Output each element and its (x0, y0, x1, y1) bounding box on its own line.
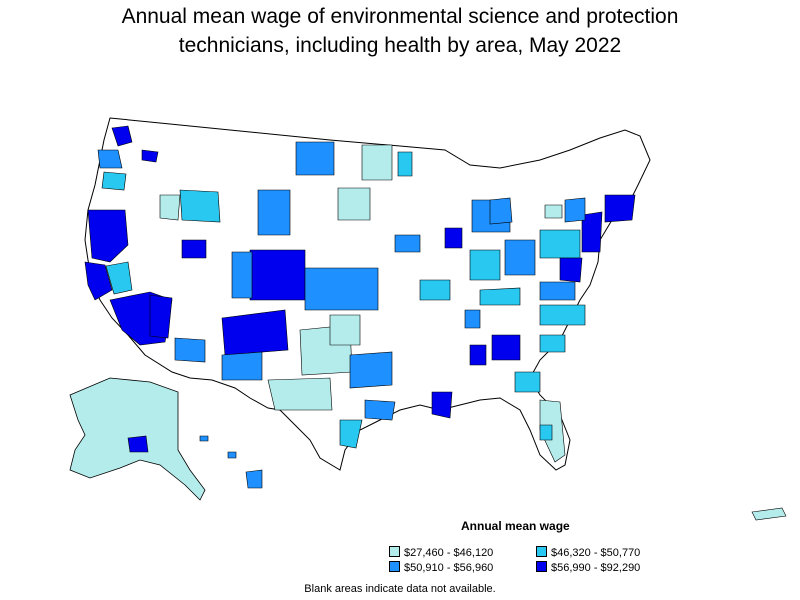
wage-regions (84, 125, 636, 463)
legend-item-3: $50,910 - $56,960 (389, 561, 493, 575)
region-spokane (141, 149, 159, 163)
region-georgia (514, 371, 541, 393)
region-michigan (489, 197, 513, 225)
region-ca-central (105, 261, 133, 295)
region-dc-md (559, 257, 583, 283)
region-nm-south (221, 351, 263, 381)
region-nd (361, 144, 393, 181)
title-line-1: Annual mean wage of environmental scienc… (121, 5, 679, 28)
hawaii (199, 435, 263, 489)
region-missouri (419, 279, 451, 301)
legend-label-4: $56,990 - $92,290 (551, 562, 641, 574)
region-montana (295, 141, 335, 176)
region-az-south (174, 337, 206, 363)
region-ca-bay (84, 261, 113, 301)
legend-item-2: $46,320 - $50,770 (536, 546, 640, 560)
region-pennsylvania (539, 229, 581, 259)
region-portland (101, 171, 127, 191)
region-nj-ny (581, 211, 603, 253)
region-kentucky (479, 287, 521, 306)
region-sd (337, 187, 371, 221)
region-new-england (604, 194, 636, 223)
region-wa-east (97, 149, 123, 169)
region-new-mexico (221, 309, 289, 356)
alaska-anchorage (127, 435, 149, 453)
region-dallas (349, 351, 393, 389)
title-line-2: technicians, including health by area, M… (178, 34, 622, 57)
legend-label-1: $27,460 - $46,120 (404, 547, 494, 559)
region-alabama (464, 309, 481, 329)
legend-swatch-1 (389, 546, 400, 557)
legend-swatch-3 (389, 561, 400, 572)
region-ny-upstate (564, 197, 586, 223)
region-colorado (249, 249, 306, 301)
region-seattle (111, 125, 133, 147)
legend-label-3: $50,910 - $56,960 (404, 562, 494, 574)
region-sc (539, 334, 566, 353)
footnote: Blank areas indicate data not available. (304, 583, 496, 595)
region-fl-tampa (539, 424, 553, 441)
region-arizona (149, 294, 173, 339)
region-tn-w (469, 344, 487, 366)
legend-swatch-4 (536, 561, 547, 572)
region-louisiana (431, 391, 453, 419)
legend-title: Annual mean wage (461, 519, 570, 533)
legend-swatch-2 (536, 546, 547, 557)
region-oklahoma (329, 314, 361, 346)
region-ohio (504, 239, 536, 276)
region-utah (181, 239, 207, 259)
region-tennessee (491, 334, 521, 361)
region-idaho-2 (159, 194, 181, 221)
legend-item-4: $56,990 - $92,290 (536, 561, 640, 575)
region-houston (364, 399, 396, 421)
region-iowa (394, 234, 421, 253)
legend-label-2: $46,320 - $50,770 (551, 547, 641, 559)
region-virginia (539, 281, 576, 301)
map-title: Annual mean wage of environmental scienc… (0, 2, 800, 60)
region-texas-w (267, 377, 333, 411)
region-minnesota (397, 151, 413, 177)
region-kansas (304, 267, 379, 311)
region-wyoming (257, 189, 291, 236)
region-nc (539, 304, 586, 326)
region-ca-north (87, 209, 129, 263)
region-tx-coast (339, 419, 363, 449)
legend-item-1: $27,460 - $46,120 (389, 546, 493, 560)
region-ny-west (544, 204, 563, 219)
region-colorado-w (231, 251, 253, 299)
puerto-rico (751, 507, 787, 521)
region-idaho (179, 189, 221, 223)
region-illinois (444, 227, 463, 249)
region-indiana (469, 249, 501, 281)
